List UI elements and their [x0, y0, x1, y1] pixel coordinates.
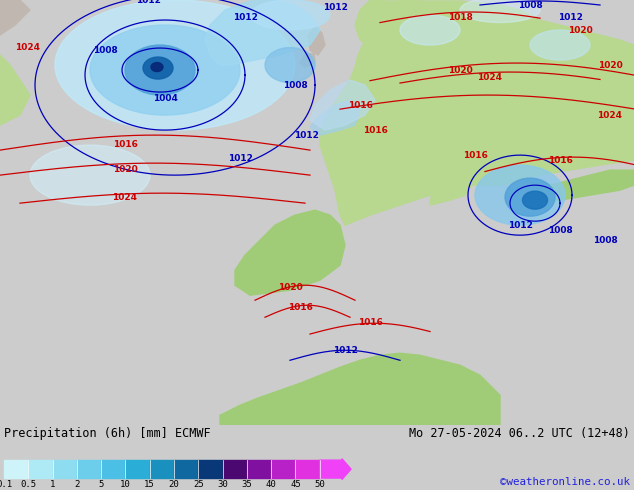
- Text: 1008: 1008: [593, 236, 618, 245]
- Polygon shape: [310, 100, 360, 135]
- Text: 0.1: 0.1: [0, 480, 12, 489]
- Bar: [223, 460, 247, 478]
- Text: 35: 35: [242, 480, 252, 489]
- Text: ©weatheronline.co.uk: ©weatheronline.co.uk: [500, 477, 630, 487]
- Text: 25: 25: [193, 480, 204, 489]
- Ellipse shape: [90, 25, 240, 115]
- Text: 1008: 1008: [283, 80, 307, 90]
- Text: 30: 30: [217, 480, 228, 489]
- Ellipse shape: [151, 63, 163, 72]
- Text: 1012: 1012: [294, 131, 318, 140]
- Bar: [29, 460, 53, 478]
- Polygon shape: [0, 0, 30, 35]
- Text: Precipitation (6h) [mm] ECMWF: Precipitation (6h) [mm] ECMWF: [4, 427, 210, 441]
- Bar: [150, 460, 174, 478]
- Polygon shape: [380, 0, 420, 35]
- Polygon shape: [308, 27, 325, 55]
- Text: 10: 10: [120, 480, 131, 489]
- Text: 1020: 1020: [448, 66, 472, 74]
- Bar: [247, 460, 271, 478]
- Text: 1024: 1024: [477, 73, 503, 81]
- Text: 1012: 1012: [323, 2, 347, 11]
- Text: 1020: 1020: [278, 283, 302, 292]
- Polygon shape: [355, 0, 390, 45]
- Text: 1024: 1024: [15, 43, 41, 51]
- Text: 40: 40: [266, 480, 276, 489]
- Text: 1012: 1012: [508, 220, 533, 230]
- Ellipse shape: [143, 57, 173, 79]
- Polygon shape: [530, 170, 634, 205]
- Text: 1: 1: [50, 480, 55, 489]
- Ellipse shape: [505, 178, 555, 216]
- Text: 1018: 1018: [448, 13, 472, 22]
- Polygon shape: [220, 353, 500, 425]
- Text: Mo 27-05-2024 06..2 UTC (12+48): Mo 27-05-2024 06..2 UTC (12+48): [409, 427, 630, 441]
- Text: 1020: 1020: [567, 25, 592, 34]
- Polygon shape: [415, 57, 465, 90]
- Polygon shape: [460, 140, 634, 185]
- Text: 1008: 1008: [93, 46, 117, 54]
- Ellipse shape: [30, 145, 150, 205]
- Ellipse shape: [55, 0, 295, 130]
- Ellipse shape: [250, 0, 330, 30]
- Polygon shape: [168, 20, 200, 37]
- Bar: [126, 460, 150, 478]
- Polygon shape: [0, 55, 30, 125]
- Text: 5: 5: [98, 480, 104, 489]
- Ellipse shape: [460, 0, 540, 23]
- Text: 1016: 1016: [113, 140, 138, 148]
- Bar: [174, 460, 198, 478]
- Text: 1012: 1012: [333, 346, 358, 355]
- Ellipse shape: [475, 165, 565, 225]
- Bar: [77, 460, 101, 478]
- Bar: [101, 460, 126, 478]
- Text: 1008: 1008: [548, 226, 573, 235]
- Text: 20: 20: [169, 480, 179, 489]
- Text: 1012: 1012: [233, 13, 257, 22]
- Bar: [295, 460, 320, 478]
- Text: 1024: 1024: [112, 193, 138, 202]
- Text: 1012: 1012: [228, 154, 252, 163]
- Polygon shape: [310, 80, 375, 130]
- Text: 1020: 1020: [113, 165, 138, 173]
- Bar: [4, 460, 29, 478]
- Text: 1016: 1016: [347, 100, 372, 110]
- Polygon shape: [380, 135, 415, 185]
- Text: 1016: 1016: [358, 318, 382, 327]
- Text: 15: 15: [145, 480, 155, 489]
- Text: 1012: 1012: [557, 13, 583, 22]
- Polygon shape: [300, 53, 315, 67]
- Polygon shape: [430, 165, 475, 205]
- Text: 1016: 1016: [548, 156, 573, 165]
- Polygon shape: [320, 1, 634, 225]
- Polygon shape: [430, 45, 634, 125]
- Text: 1016: 1016: [463, 150, 488, 160]
- Ellipse shape: [125, 45, 195, 95]
- Text: 1016: 1016: [363, 125, 387, 135]
- Text: 1004: 1004: [153, 94, 178, 102]
- Text: 1020: 1020: [598, 61, 623, 70]
- Polygon shape: [235, 210, 345, 295]
- Text: 45: 45: [290, 480, 301, 489]
- Text: 1008: 1008: [517, 0, 542, 9]
- Polygon shape: [205, 0, 320, 65]
- Text: 1016: 1016: [288, 303, 313, 312]
- Text: 1012: 1012: [136, 0, 160, 4]
- Bar: [198, 460, 223, 478]
- Polygon shape: [360, 50, 383, 68]
- Ellipse shape: [400, 15, 460, 45]
- Bar: [53, 460, 77, 478]
- Text: 1024: 1024: [597, 111, 623, 120]
- Ellipse shape: [530, 30, 590, 60]
- Ellipse shape: [522, 191, 548, 209]
- Text: 50: 50: [314, 480, 325, 489]
- FancyArrow shape: [320, 459, 351, 479]
- Ellipse shape: [265, 48, 315, 82]
- Text: 2: 2: [74, 480, 79, 489]
- Text: 0.5: 0.5: [20, 480, 36, 489]
- Bar: [271, 460, 295, 478]
